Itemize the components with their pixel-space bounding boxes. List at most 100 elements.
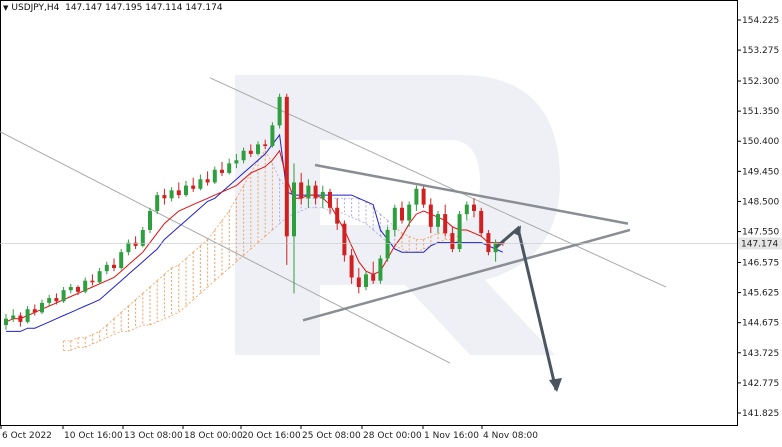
candle-body [212, 169, 217, 183]
y-tick-label: 148.500 [742, 197, 779, 207]
brand-watermark [235, 75, 560, 355]
senkou-a-segment [113, 331, 122, 335]
candle-body [356, 277, 361, 288]
candle-body [76, 287, 80, 292]
candle-body [464, 204, 469, 215]
candle-body [184, 185, 188, 196]
senkou-b-segment [445, 232, 453, 237]
candles [4, 93, 505, 330]
candle-body [335, 207, 340, 224]
candle-body [486, 233, 491, 253]
candle-body [493, 242, 498, 253]
candle-body [198, 179, 203, 189]
candle-body [421, 188, 426, 205]
candle-body [292, 182, 296, 237]
y-tick-label: 151.350 [742, 107, 779, 117]
senkou-a-segment [214, 274, 223, 281]
candle-body [349, 255, 354, 278]
x-tick-label: 4 Nov 08:00 [483, 431, 538, 441]
senkou-b-segment [171, 264, 179, 269]
senkou-b-segment [185, 251, 194, 259]
candle-body [104, 264, 109, 272]
channel-bottom-line [0, 131, 451, 364]
candle-body [18, 315, 23, 322]
candle-body [11, 315, 16, 319]
senkou-b-segment [243, 172, 252, 186]
triangle-lower-line [302, 228, 631, 322]
senkou-a-segment [106, 334, 115, 339]
current-price-label: 147.174 [741, 239, 778, 249]
kijun-line [6, 133, 504, 332]
senkou-a-segment [358, 220, 367, 224]
senkou-a-segment [257, 236, 266, 243]
forecast-arrowhead-down [549, 378, 562, 393]
candle-body [234, 160, 239, 164]
candle-body [220, 169, 224, 173]
x-tick-label: 13 Oct 08:00 [124, 431, 183, 441]
senkou-a-segment [149, 321, 158, 326]
senkou-b-segment [113, 312, 122, 320]
ohlc-readout: 147.147 147.195 147.114 147.174 [65, 3, 223, 13]
tenkan-line [5, 149, 503, 323]
candle-body [385, 229, 390, 259]
senkou-a-segment [250, 242, 259, 250]
x-axis: 6 Oct 2022 10 Oct 16:00 13 Oct 08:00 18 Oct… [0, 425, 538, 441]
senkou-b-segment [423, 235, 431, 240]
x-tick-label: 10 Oct 16:00 [64, 431, 123, 441]
senkou-b-segment [214, 220, 223, 231]
indicator-lines [5, 133, 504, 332]
senkou-b-segment [228, 198, 237, 212]
candle-body [205, 179, 210, 183]
y-tick-label: 143.725 [742, 349, 779, 359]
senkou-a-segment [351, 216, 359, 221]
x-tick-label: 18 Oct 00:00 [184, 431, 243, 441]
candle-body [90, 280, 95, 283]
senkou-b-segment [192, 245, 201, 253]
candle-body [270, 125, 275, 146]
candle-body [277, 96, 282, 126]
y-tick-label: 145.625 [742, 289, 779, 299]
candle-body [54, 298, 59, 302]
plot-frame [0, 0, 738, 426]
senkou-b-segment [178, 258, 187, 266]
candle-body [227, 163, 232, 173]
current-price-tag [738, 237, 782, 250]
senkou-a-segment [365, 223, 374, 231]
senkou-b-segment [365, 201, 374, 209]
senkou-a-segment [171, 312, 179, 316]
senkou-b-segment [200, 239, 208, 247]
candle-body [97, 271, 102, 283]
dropdown-triangle-icon[interactable]: ▼ [3, 4, 9, 12]
y-tick-label: 154.225 [742, 16, 779, 26]
senkou-b-segment [99, 324, 108, 332]
senkou-a-segment [272, 223, 280, 231]
senkou-b-segment [142, 286, 151, 294]
senkou-a-segment [157, 318, 165, 323]
candle-body [248, 150, 253, 154]
candle-body [306, 185, 311, 199]
candle-body [162, 195, 167, 199]
candle-body [364, 274, 368, 288]
x-tick-label: 20 Oct 16:00 [242, 431, 301, 441]
x-tick-label: 6 Oct 2022 [2, 431, 52, 441]
senkou-b-segment [236, 185, 244, 199]
plot-border [0, 0, 738, 426]
senkou-b-segment [120, 305, 129, 313]
watermark-r-shape [235, 75, 560, 355]
candle-body [155, 195, 160, 211]
y-tick-label: 150.400 [742, 137, 779, 147]
senkou-a-segment [372, 229, 381, 237]
y-tick-label: 141.825 [742, 409, 779, 419]
candle-body [284, 96, 289, 237]
y-tick-label: 152.300 [742, 77, 779, 87]
forecast-arrowhead-up [512, 225, 521, 237]
candle-body [148, 210, 152, 230]
senkou-a-segment [207, 280, 216, 288]
candle-body [169, 190, 174, 199]
y-axis: 154.225 153.275 152.300 151.350 150.400 149.4… [0, 16, 782, 419]
senkou-b-segment [70, 337, 79, 342]
candle-body [68, 287, 73, 291]
candle-body [371, 274, 376, 281]
